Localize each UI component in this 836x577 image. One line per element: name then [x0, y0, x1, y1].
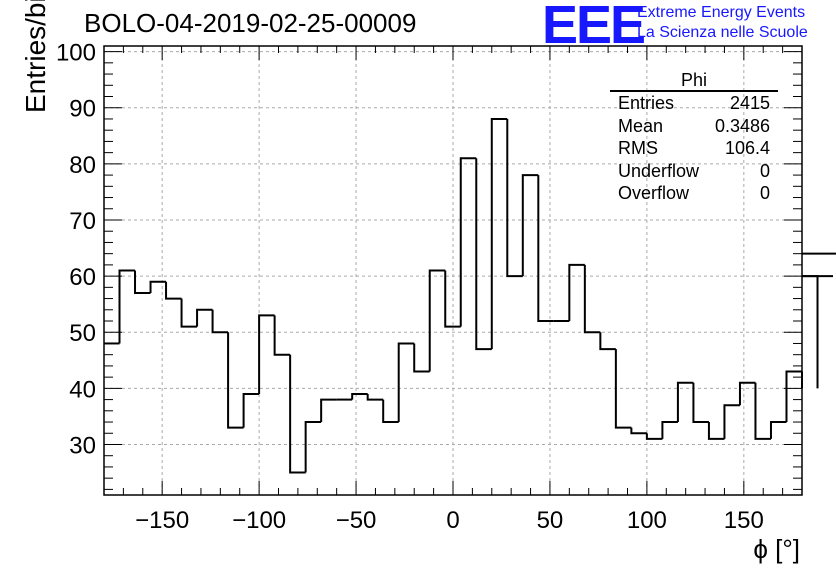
x-tick-label: −100	[232, 507, 286, 534]
logo-subtitle-1: Extreme Energy Events	[637, 4, 806, 21]
histogram-bin	[459, 157, 477, 327]
stats-label: RMS	[618, 138, 658, 158]
histogram-bin	[723, 404, 740, 439]
stats-row-rms: RMS 106.4	[610, 137, 778, 160]
histogram-bin	[273, 315, 291, 356]
y-tick-label: 100	[56, 40, 96, 67]
y-axis-label: Entries/bin	[20, 0, 51, 113]
histogram-bin	[118, 269, 136, 344]
histogram-bin	[645, 433, 663, 440]
histogram-bin	[382, 399, 399, 424]
histogram-bin	[134, 270, 151, 294]
logo-subtitle-2: La Scienza nelle Scuole	[637, 24, 808, 41]
histogram-bin	[506, 118, 523, 278]
histogram-bin	[599, 332, 616, 351]
histogram-bin	[692, 382, 709, 424]
stats-value: 0	[759, 160, 770, 181]
stats-label: Overflow	[618, 183, 690, 203]
stats-value: 0	[759, 183, 770, 203]
y-tick-label: 80	[69, 152, 96, 179]
x-tick-label: −150	[135, 507, 189, 534]
histogram-bin	[242, 392, 260, 428]
histogram-bin	[475, 158, 492, 351]
y-tick-label: 60	[69, 264, 96, 291]
histogram-bin	[802, 275, 819, 389]
stats-label: Mean	[618, 115, 664, 136]
stats-row-entries: Entries 2415	[610, 92, 778, 115]
histogram-bin	[802, 252, 836, 255]
histogram-bin	[785, 370, 802, 423]
y-tick-label: 30	[69, 432, 96, 459]
histogram-bin	[351, 392, 368, 400]
histogram-bin	[754, 382, 771, 440]
x-tick-label: −50	[336, 507, 377, 534]
histogram-bin	[211, 309, 229, 334]
histogram-bin	[413, 343, 430, 373]
histogram-bin	[661, 421, 678, 439]
y-tick-label: 90	[69, 96, 96, 123]
histogram-bin	[366, 393, 384, 401]
stats-label: Entries	[618, 93, 675, 113]
histogram-bin	[227, 332, 244, 429]
histogram-bin	[180, 298, 198, 328]
stats-value: 106.4	[724, 138, 770, 158]
histogram-bin	[630, 427, 647, 435]
histogram-bin	[738, 381, 756, 406]
histogram-bin	[537, 175, 554, 323]
stats-row-underflow: Underflow 0	[610, 160, 778, 183]
y-tick-label: 50	[69, 320, 96, 347]
stats-value: 0.3486	[714, 115, 770, 136]
stats-box: Phi Entries 2415 Mean 0.3486 RMS 106.4 U…	[610, 70, 778, 205]
y-tick-label: 40	[69, 376, 96, 403]
histogram-bin	[258, 314, 275, 394]
histogram-bin	[320, 398, 337, 423]
histogram-bin	[149, 280, 167, 293]
plot-frame	[103, 45, 803, 496]
histogram-bin	[490, 117, 508, 350]
stats-title: Phi	[610, 70, 778, 92]
histogram-bin	[676, 381, 694, 423]
histogram-bin	[769, 421, 787, 439]
histogram-bin	[196, 308, 213, 327]
histogram-bin	[521, 174, 539, 277]
histogram-bin	[304, 421, 322, 473]
x-tick-label: 0	[446, 507, 459, 534]
histogram-bin	[614, 349, 632, 429]
x-tick-label: 50	[537, 507, 564, 534]
x-tick-label: 100	[627, 507, 667, 534]
histogram-bin	[165, 281, 182, 300]
histogram-bin	[397, 342, 415, 423]
histogram-bin	[289, 354, 306, 474]
stats-row-mean: Mean 0.3486	[610, 115, 778, 138]
histogram-bin	[568, 263, 585, 322]
y-tick-label: 70	[69, 208, 96, 235]
stats-row-overflow: Overflow 0	[610, 182, 778, 205]
x-axis-label: ϕ [°]	[753, 534, 800, 564]
histogram-bin	[707, 422, 725, 440]
chart-title: BOLO-04-2019-02-25-00009	[84, 8, 417, 38]
stats-label: Underflow	[618, 160, 700, 181]
histogram-bin	[583, 264, 601, 334]
histogram-bin	[428, 269, 446, 372]
stats-value: 2415	[729, 93, 770, 113]
eee-logo: EEE	[542, 0, 646, 55]
x-tick-label: 150	[724, 507, 764, 534]
histogram-bin	[444, 270, 461, 328]
